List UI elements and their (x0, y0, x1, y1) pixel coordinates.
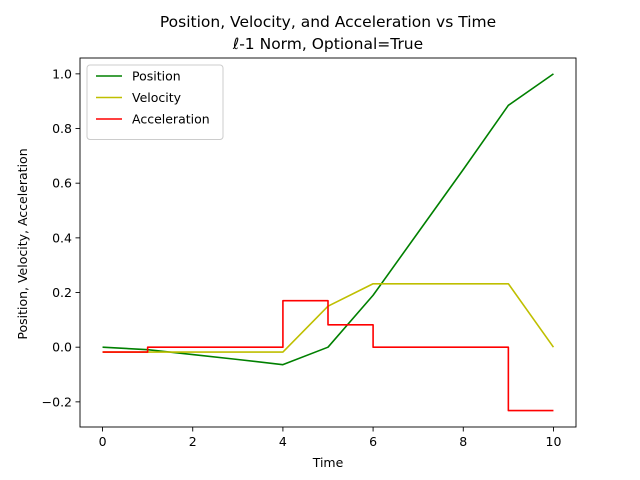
x-tick-label: 0 (99, 434, 107, 449)
series-line-position (102, 73, 554, 366)
series-layer (102, 73, 555, 412)
y-tick-label: 1.0 (52, 66, 72, 81)
x-tick-label: 2 (189, 434, 197, 449)
x-axis-label: Time (312, 455, 344, 470)
chart-title: Position, Velocity, and Acceleration vs … (160, 13, 496, 31)
x-tick-label: 4 (279, 434, 287, 449)
legend-box (86, 64, 224, 140)
y-tick-label: −0.2 (42, 394, 72, 409)
legend-label-position: Position (132, 69, 181, 84)
plot-frame (79, 57, 577, 428)
x-tick-label: 8 (459, 434, 467, 449)
legend-label-acceleration: Acceleration (132, 112, 210, 127)
y-tick-label: 0.6 (52, 176, 72, 191)
series-line-acceleration (102, 299, 554, 412)
y-tick-label: 0.4 (52, 230, 72, 245)
chart-subtitle: ℓ-1 Norm, Optional=True (232, 35, 423, 53)
axes-layer: 0 2 4 6 8 10 −0.2 0.0 0.2 0.4 0.6 0.8 1.0 (42, 57, 577, 449)
y-tick-label: 0.2 (52, 285, 72, 300)
legend-label-velocity: Velocity (132, 90, 182, 105)
y-axis-label: Position, Velocity, Acceleration (15, 148, 30, 339)
y-tick-label: 0.0 (52, 340, 72, 355)
x-tick-label: 6 (369, 434, 377, 449)
legend: Position Velocity Acceleration (86, 64, 224, 140)
y-tick-label: 0.8 (52, 121, 72, 136)
x-tick-label: 10 (546, 434, 562, 449)
